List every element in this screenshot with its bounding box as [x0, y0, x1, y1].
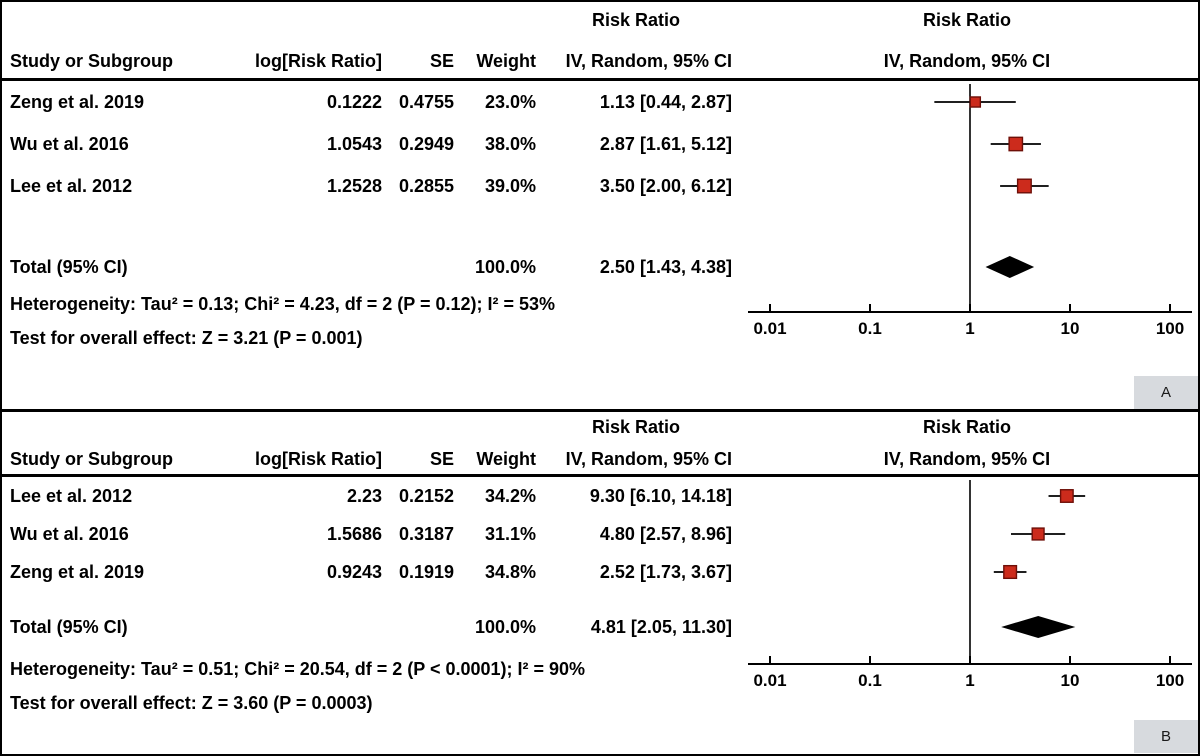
- log-risk-ratio-value: 1.2528: [326, 175, 382, 196]
- effect-square: [1031, 527, 1045, 541]
- total-weight: 100.0%: [474, 616, 536, 637]
- table-row: Zeng et al. 2019 0.9243 0.1919 34.8% 2.5…: [2, 553, 1198, 591]
- column-header-se: SE: [429, 51, 454, 71]
- panel-label-a: A: [1134, 376, 1198, 409]
- x-tick-label: 100: [1156, 671, 1184, 690]
- study-name: Zeng et al. 2019: [10, 561, 145, 582]
- weight-value: 34.2%: [484, 485, 536, 506]
- column-header-ci: IV, Random, 95% CI: [565, 51, 732, 71]
- column-header-se: SE: [429, 449, 454, 469]
- study-name: Wu et al. 2016: [10, 523, 129, 544]
- table-row: Wu et al. 2016 1.5686 0.3187 31.1% 4.80 …: [2, 515, 1198, 553]
- x-tick-label: 100: [1156, 319, 1184, 338]
- effect-column-title: Risk Ratio: [591, 9, 681, 30]
- total-diamond: [1001, 616, 1076, 638]
- ci-value: 1.13 [0.44, 2.87]: [599, 91, 732, 112]
- log-risk-ratio-value: 1.0543: [326, 133, 382, 154]
- log-risk-ratio-value: 0.1222: [326, 91, 382, 112]
- plot-column-title: Risk Ratio: [922, 9, 1012, 30]
- effect-column-title: Risk Ratio: [591, 416, 681, 437]
- total-weight: 100.0%: [474, 256, 536, 277]
- se-value: 0.2855: [398, 175, 454, 196]
- column-header-study: Study or Subgroup: [10, 449, 173, 469]
- panel-label-b: B: [1134, 720, 1198, 753]
- x-tick-label: 10: [1061, 319, 1080, 338]
- x-tick-label: 1: [965, 671, 974, 690]
- weight-value: 38.0%: [484, 133, 536, 154]
- header-divider: [2, 474, 1198, 477]
- total-ci: 4.81 [2.05, 11.30]: [590, 616, 732, 637]
- se-value: 0.4755: [398, 91, 454, 112]
- table-row: Lee et al. 2012 1.2528 0.2855 39.0% 3.50…: [2, 165, 1198, 207]
- weight-value: 23.0%: [484, 91, 536, 112]
- se-value: 0.2949: [398, 133, 454, 154]
- header-columns-row: Study or Subgroup log[Risk Ratio] SE Wei…: [2, 442, 1198, 474]
- se-value: 0.3187: [398, 523, 454, 544]
- study-name: Wu et al. 2016: [10, 133, 129, 154]
- plot-column-title: Risk Ratio: [922, 416, 1012, 437]
- effect-square: [1059, 489, 1074, 503]
- column-header-log-risk-ratio: log[Risk Ratio]: [254, 449, 382, 469]
- plot-column-subtitle: IV, Random, 95% CI: [883, 51, 1051, 71]
- total-diamond: [985, 256, 1035, 278]
- overall-effect-text: Test for overall effect: Z = 3.21 (P = 0…: [10, 327, 363, 348]
- total-row: Total (95% CI) 100.0% 2.50 [1.43, 4.38]: [2, 247, 1198, 287]
- x-tick-label: 1: [965, 319, 974, 338]
- ci-value: 9.30 [6.10, 14.18]: [589, 485, 732, 506]
- study-name: Lee et al. 2012: [10, 485, 133, 506]
- log-risk-ratio-value: 1.5686: [326, 523, 382, 544]
- table-row: Zeng et al. 2019 0.1222 0.4755 23.0% 1.1…: [2, 81, 1198, 123]
- se-value: 0.2152: [398, 485, 454, 506]
- log-risk-ratio-value: 2.23: [346, 485, 382, 506]
- total-row: Total (95% CI) 100.0% 4.81 [2.05, 11.30]: [2, 608, 1198, 646]
- forest-plot-panel-b: Risk Ratio Risk Ratio Study or Subgroup …: [2, 412, 1198, 753]
- forest-plot-svg: 0.01 0.1 1 10 100: [748, 480, 1192, 690]
- weight-value: 34.8%: [484, 561, 536, 582]
- weight-value: 39.0%: [484, 175, 536, 196]
- table-row: Lee et al. 2012 2.23 0.2152 34.2% 9.30 […: [2, 477, 1198, 515]
- log-risk-ratio-value: 0.9243: [326, 561, 382, 582]
- x-tick-label: 0.1: [858, 319, 882, 338]
- x-tick-label: 0.1: [858, 671, 882, 690]
- plot-column-subtitle: IV, Random, 95% CI: [883, 449, 1051, 469]
- header-title-row: Risk Ratio Risk Ratio: [2, 2, 1198, 38]
- column-header-study: Study or Subgroup: [10, 51, 173, 71]
- table-row: Wu et al. 2016 1.0543 0.2949 38.0% 2.87 …: [2, 123, 1198, 165]
- x-tick-label: 0.01: [753, 319, 786, 338]
- total-ci: 2.50 [1.43, 4.38]: [599, 256, 732, 277]
- heterogeneity-text: Heterogeneity: Tau² = 0.51; Chi² = 20.54…: [10, 658, 586, 679]
- effect-square: [1016, 178, 1032, 194]
- forest-plot-svg: 0.01 0.1 1 10 100: [748, 84, 1192, 338]
- effect-square: [1008, 136, 1024, 152]
- weight-value: 31.1%: [484, 523, 536, 544]
- total-label: Total (95% CI): [10, 616, 128, 637]
- overall-effect-text: Test for overall effect: Z = 3.60 (P = 0…: [10, 692, 373, 713]
- x-tick-label: 10: [1061, 671, 1080, 690]
- effect-square: [1003, 564, 1018, 580]
- total-label: Total (95% CI): [10, 256, 128, 277]
- x-tick-label: 0.01: [753, 671, 786, 690]
- column-header-weight: Weight: [476, 51, 536, 71]
- effect-square: [969, 96, 982, 108]
- header-columns-row: Study or Subgroup log[Risk Ratio] SE Wei…: [2, 38, 1198, 78]
- header-divider: [2, 78, 1198, 81]
- ci-value: 2.52 [1.73, 3.67]: [599, 561, 732, 582]
- column-header-ci: IV, Random, 95% CI: [565, 449, 732, 469]
- column-header-weight: Weight: [476, 449, 536, 469]
- header-title-row: Risk Ratio Risk Ratio: [2, 412, 1198, 442]
- se-value: 0.1919: [398, 561, 454, 582]
- study-name: Lee et al. 2012: [10, 175, 133, 196]
- forest-plot-panel-a: Risk Ratio Risk Ratio Study or Subgroup …: [2, 2, 1198, 412]
- heterogeneity-text: Heterogeneity: Tau² = 0.13; Chi² = 4.23,…: [10, 293, 556, 314]
- column-header-log-risk-ratio: log[Risk Ratio]: [254, 51, 382, 71]
- ci-value: 4.80 [2.57, 8.96]: [599, 523, 732, 544]
- study-name: Zeng et al. 2019: [10, 91, 145, 112]
- ci-value: 2.87 [1.61, 5.12]: [599, 133, 732, 154]
- ci-value: 3.50 [2.00, 6.12]: [599, 175, 732, 196]
